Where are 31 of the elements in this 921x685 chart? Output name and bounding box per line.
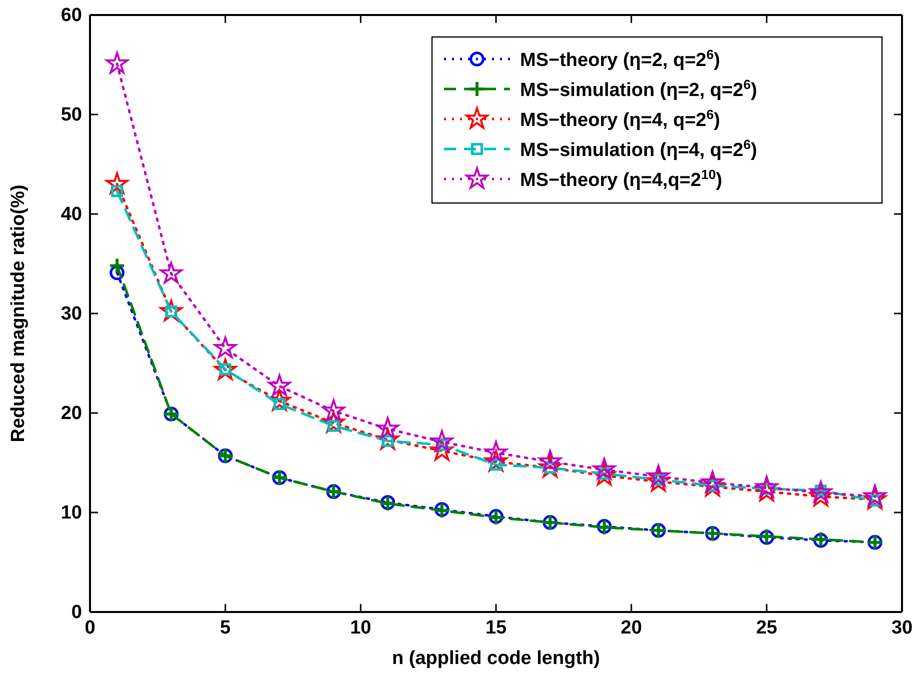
point <box>108 257 126 274</box>
point <box>111 185 124 198</box>
point <box>322 399 345 421</box>
point <box>701 470 724 492</box>
y-tick-label: 50 <box>60 104 82 126</box>
x-tick-label: 20 <box>620 617 642 638</box>
point <box>268 389 291 411</box>
y-tick-label: 10 <box>60 502 82 524</box>
point <box>214 358 237 380</box>
y-tick-label: 0 <box>71 602 82 624</box>
y-tick-label: 30 <box>60 304 82 325</box>
x-tick-label: 10 <box>350 617 372 638</box>
y-tick-label: 60 <box>60 5 82 26</box>
point <box>106 52 128 74</box>
x-axis-title: n (applied code length) <box>392 648 600 669</box>
legend-label: MS−simulation (η=2, q=2$^{6}$) <box>520 76 758 101</box>
y-tick-label: 40 <box>60 204 82 226</box>
x-tick-label: 15 <box>485 617 507 638</box>
y-tick-label: 20 <box>60 403 82 424</box>
point <box>268 374 291 396</box>
point <box>755 476 778 498</box>
y-axis-title: Reduced magnitude ratio(%) <box>8 184 29 442</box>
legend-label: MS−simulation (η=4, q=2$^{6}$) <box>520 136 758 161</box>
legend-label: MS−theory (η=4, q=2$^{6}$) <box>520 106 720 131</box>
point <box>106 172 128 194</box>
x-tick-label: 25 <box>756 617 778 638</box>
legend-label: MS−theory (η=4,q=2$^{10}$) <box>520 166 722 191</box>
x-tick-label: 0 <box>84 617 96 638</box>
x-tick-label: 30 <box>891 617 913 638</box>
legend-label: MS−theory (η=2, q=2$^{6}$) <box>520 46 720 71</box>
x-tick-label: 5 <box>220 617 232 638</box>
